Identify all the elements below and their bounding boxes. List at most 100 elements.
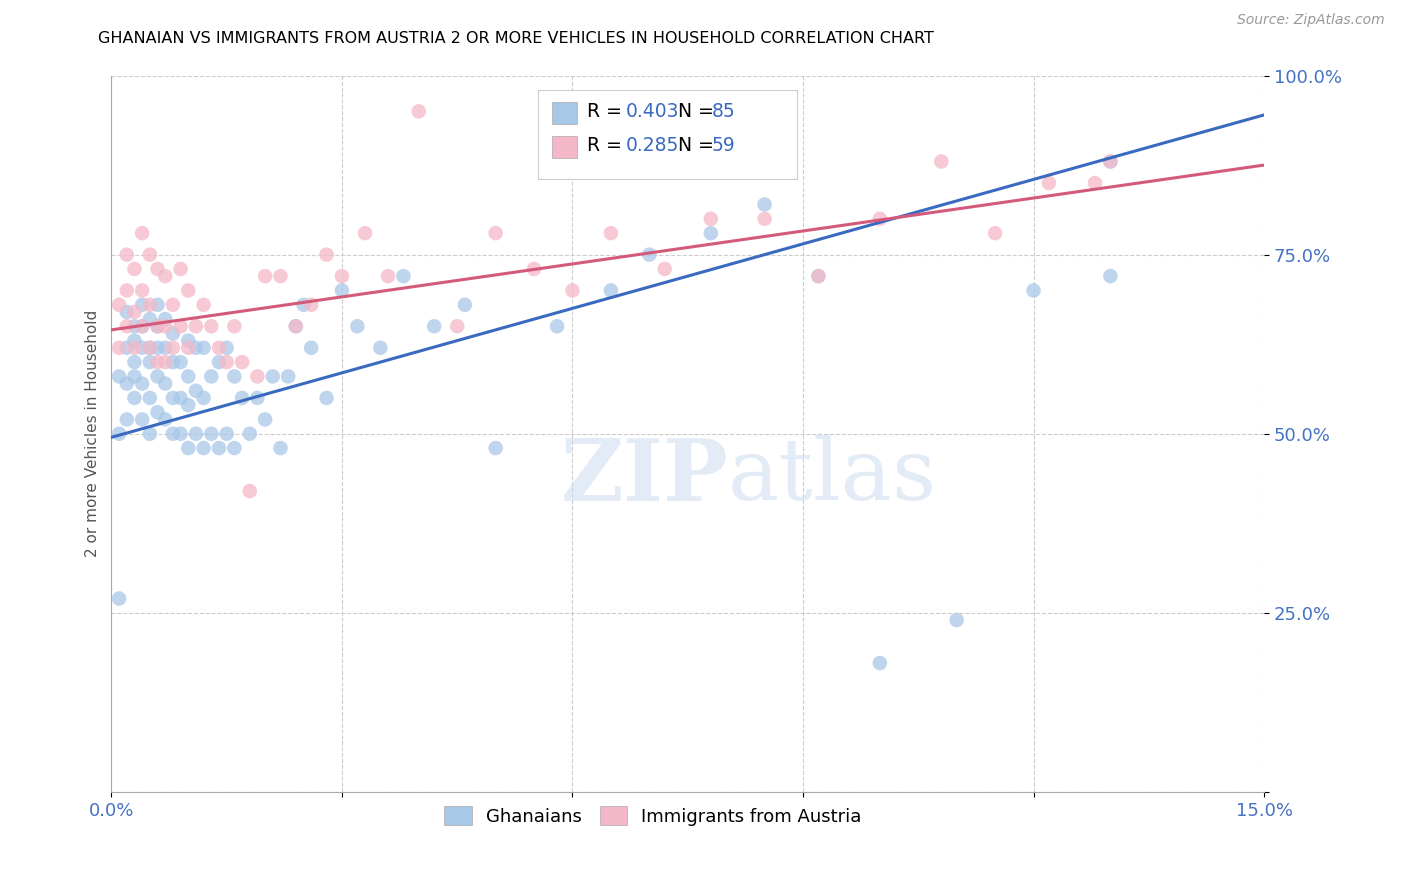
Point — [124, 262, 146, 277]
Point — [215, 355, 238, 369]
Point — [254, 269, 277, 284]
Point — [146, 298, 169, 312]
Point — [200, 369, 222, 384]
Point — [153, 412, 176, 426]
Point — [208, 441, 231, 455]
Point — [1038, 176, 1060, 190]
Point — [139, 312, 162, 326]
Point — [231, 391, 253, 405]
Point — [700, 226, 723, 240]
Point — [115, 376, 138, 391]
Point — [131, 226, 153, 240]
Point — [162, 426, 184, 441]
Text: ZIP: ZIP — [561, 434, 728, 519]
Point — [177, 334, 200, 348]
Point — [193, 341, 215, 355]
Point — [215, 341, 238, 355]
Point — [284, 319, 307, 334]
Point — [169, 262, 191, 277]
Point — [184, 341, 207, 355]
Point — [146, 319, 169, 334]
Point — [292, 298, 315, 312]
Point — [315, 391, 337, 405]
Point — [177, 369, 200, 384]
Point — [200, 426, 222, 441]
Point — [193, 441, 215, 455]
Point — [224, 319, 246, 334]
FancyBboxPatch shape — [551, 102, 576, 123]
Point — [370, 341, 392, 355]
Point — [146, 369, 169, 384]
FancyBboxPatch shape — [538, 90, 797, 179]
Legend: Ghanaians, Immigrants from Austria: Ghanaians, Immigrants from Austria — [436, 797, 870, 835]
Point — [153, 341, 176, 355]
Point — [153, 376, 176, 391]
Point — [546, 319, 568, 334]
Point — [177, 441, 200, 455]
Point — [299, 341, 322, 355]
Point — [115, 319, 138, 334]
Point — [146, 341, 169, 355]
Point — [108, 591, 131, 606]
Point — [485, 441, 508, 455]
Point — [162, 341, 184, 355]
Point — [262, 369, 284, 384]
Point — [561, 284, 583, 298]
Point — [169, 426, 191, 441]
Point — [231, 355, 253, 369]
Text: 59: 59 — [711, 136, 735, 155]
Text: GHANAIAN VS IMMIGRANTS FROM AUSTRIA 2 OR MORE VEHICLES IN HOUSEHOLD CORRELATION : GHANAIAN VS IMMIGRANTS FROM AUSTRIA 2 OR… — [98, 31, 935, 46]
Point — [184, 319, 207, 334]
Text: R =: R = — [588, 102, 628, 120]
Point — [153, 319, 176, 334]
Point — [115, 284, 138, 298]
Point — [124, 305, 146, 319]
Point — [139, 426, 162, 441]
Point — [200, 319, 222, 334]
Point — [224, 369, 246, 384]
Text: 0.285: 0.285 — [626, 136, 679, 155]
Point — [124, 369, 146, 384]
Point — [408, 104, 430, 119]
Point — [108, 369, 131, 384]
Point — [153, 269, 176, 284]
Point — [208, 341, 231, 355]
Point — [984, 226, 1007, 240]
Point — [124, 391, 146, 405]
Point — [239, 484, 262, 499]
Point — [169, 391, 191, 405]
Point — [139, 341, 162, 355]
Point — [124, 334, 146, 348]
Point — [153, 312, 176, 326]
Point — [162, 326, 184, 341]
Point — [169, 319, 191, 334]
Point — [124, 355, 146, 369]
Point — [146, 405, 169, 419]
Point — [346, 319, 368, 334]
Point — [124, 319, 146, 334]
Point — [807, 269, 830, 284]
Point — [869, 656, 891, 670]
Point — [139, 391, 162, 405]
Point — [108, 426, 131, 441]
Point — [139, 355, 162, 369]
Text: Source: ZipAtlas.com: Source: ZipAtlas.com — [1237, 13, 1385, 28]
Point — [177, 341, 200, 355]
Point — [1099, 154, 1122, 169]
Point — [254, 412, 277, 426]
Point — [284, 319, 307, 334]
Point — [454, 298, 477, 312]
Point — [131, 319, 153, 334]
Point — [1099, 154, 1122, 169]
Point — [169, 355, 191, 369]
Point — [139, 298, 162, 312]
Point — [153, 355, 176, 369]
Point — [523, 262, 546, 277]
Text: atlas: atlas — [728, 435, 938, 518]
Point — [162, 355, 184, 369]
FancyBboxPatch shape — [551, 136, 576, 158]
Point — [193, 298, 215, 312]
Point — [485, 226, 508, 240]
Y-axis label: 2 or more Vehicles in Household: 2 or more Vehicles in Household — [86, 310, 100, 558]
Point — [184, 384, 207, 398]
